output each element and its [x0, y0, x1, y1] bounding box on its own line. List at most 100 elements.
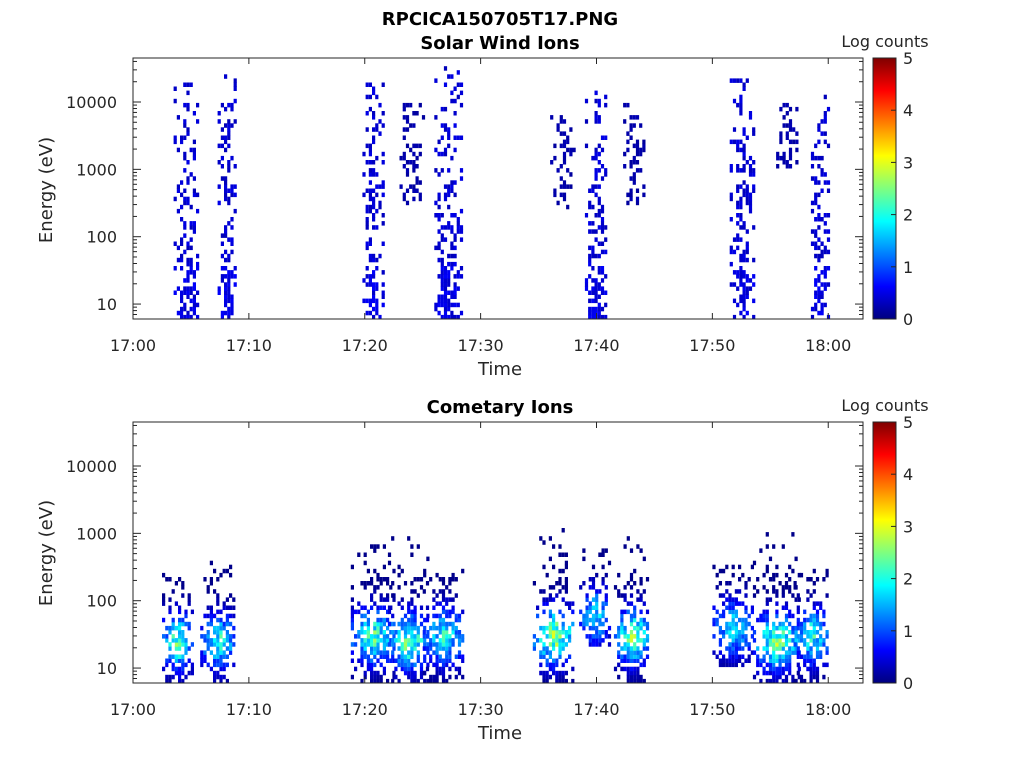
heatmap-cell [604, 249, 608, 255]
heatmap-cell [812, 605, 816, 610]
heatmap-cell [559, 164, 563, 169]
heatmap-cell [459, 237, 464, 242]
heatmap-cell [230, 192, 234, 198]
heatmap-cell [373, 678, 377, 684]
y-axis-label: Energy (eV) [36, 137, 57, 243]
heatmap-cell [598, 552, 602, 557]
heatmap-cell [213, 662, 217, 668]
heatmap-cell [823, 119, 827, 124]
heatmap-cell [594, 298, 598, 304]
heatmap-cell [826, 106, 831, 112]
heatmap-cell [617, 654, 621, 659]
heatmap-cell [213, 638, 217, 643]
heatmap-cell [233, 78, 237, 83]
heatmap-cell [230, 310, 234, 316]
heatmap-cell [410, 634, 414, 639]
heatmap-cell [416, 593, 420, 598]
heatmap-cell [456, 270, 460, 275]
heatmap-cell [362, 192, 366, 198]
heatmap-cell [168, 577, 172, 582]
heatmap-cell [373, 646, 377, 651]
heatmap-cell [812, 568, 816, 574]
heatmap-cell [745, 229, 749, 234]
heatmap-cell [636, 646, 640, 651]
heatmap-cell [645, 654, 650, 659]
heatmap-cell [378, 119, 382, 124]
heatmap-cell [441, 597, 446, 602]
heatmap-cell [745, 245, 749, 251]
heatmap-cell [594, 286, 598, 291]
heatmap-cell [423, 678, 427, 684]
heatmap-cell [741, 617, 745, 623]
heatmap-cell [441, 581, 446, 586]
heatmap-cell [440, 261, 444, 267]
heatmap-cell [438, 642, 442, 647]
heatmap-cell [572, 147, 576, 153]
heatmap-cell [370, 544, 374, 549]
heatmap-cell [209, 605, 213, 610]
heatmap-cell [375, 310, 379, 316]
heatmap-cell [409, 160, 413, 165]
heatmap-cell [440, 302, 444, 308]
heatmap-cell [435, 654, 439, 659]
heatmap-cell [722, 662, 726, 668]
heatmap-cell [217, 143, 221, 149]
heatmap-cell [362, 298, 366, 304]
heatmap-cell [752, 674, 757, 680]
heatmap-cell [778, 642, 782, 647]
heatmap-cell [815, 617, 820, 623]
heatmap-cell [817, 180, 821, 185]
heatmap-cell [184, 646, 188, 651]
heatmap-cell [220, 127, 224, 132]
heatmap-cell [363, 654, 367, 659]
heatmap-cell [456, 217, 460, 222]
heatmap-cell [822, 662, 826, 668]
heatmap-cell [623, 102, 627, 108]
heatmap-cell [186, 102, 190, 108]
heatmap-cell [542, 646, 546, 651]
heatmap-cell [639, 548, 643, 553]
heatmap-cell [639, 597, 643, 602]
heatmap-cell [457, 642, 462, 647]
heatmap-cell [222, 568, 226, 574]
heatmap-cell [588, 314, 592, 320]
heatmap-cell [432, 589, 436, 594]
heatmap-cell [729, 168, 733, 173]
heatmap-cell [168, 658, 172, 663]
heatmap-cell [360, 646, 364, 651]
heatmap-cell [162, 666, 166, 672]
heatmap-cell [768, 634, 773, 639]
heatmap-cell [379, 597, 383, 602]
heatmap-cell [748, 200, 753, 206]
heatmap-cell [601, 613, 605, 619]
heatmap-cell [597, 200, 601, 206]
heatmap-cell [738, 577, 742, 582]
heatmap-cell [803, 638, 807, 643]
heatmap-cell [410, 662, 414, 668]
heatmap-cell [375, 184, 379, 189]
heatmap-cell [165, 678, 169, 684]
heatmap-cell [725, 658, 729, 663]
heatmap-cell [556, 127, 560, 132]
heatmap-cell [778, 625, 782, 631]
heatmap-cell [360, 678, 364, 684]
heatmap-cell [376, 670, 380, 676]
heatmap-cell [748, 196, 753, 202]
heatmap-cell [591, 155, 595, 161]
heatmap-cell [437, 274, 441, 279]
heatmap-cell [629, 192, 633, 198]
heatmap-cell [448, 650, 452, 655]
y-tick-label: 100 [86, 592, 117, 611]
heatmap-cell [752, 168, 756, 173]
heatmap-cell [229, 650, 233, 655]
heatmap-cell [601, 577, 605, 582]
heatmap-cell [591, 642, 596, 647]
heatmap-cell [429, 625, 433, 631]
heatmap-cell [739, 278, 743, 283]
heatmap-cell [405, 200, 410, 206]
heatmap-cell [601, 581, 605, 586]
heatmap-cell [539, 638, 543, 643]
heatmap-cell [784, 613, 789, 619]
heatmap-cell [453, 111, 457, 116]
heatmap-cell [820, 253, 824, 259]
